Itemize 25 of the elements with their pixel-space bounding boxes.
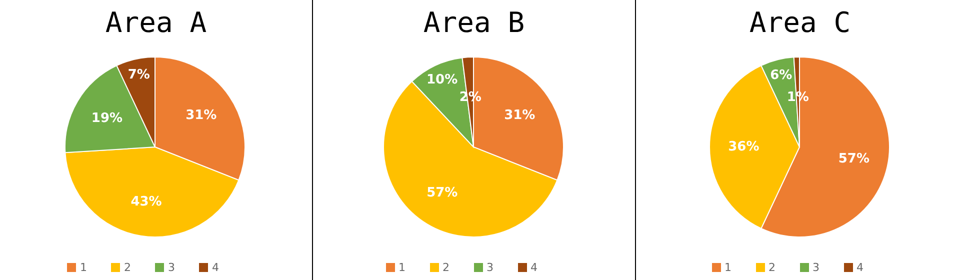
chart-title: Area C (748, 6, 852, 39)
legend-label: 4 (856, 261, 864, 274)
legend-label: 1 (724, 261, 732, 274)
data-label: 19% (91, 111, 123, 126)
data-label: 36% (728, 140, 760, 154)
data-label: 57% (838, 152, 870, 167)
data-label: 31% (186, 108, 217, 124)
legend-label: 3 (812, 261, 820, 274)
chart-title: Area A (104, 6, 208, 39)
data-label: 10% (426, 72, 458, 88)
data-label: 6% (770, 68, 792, 84)
legend-label: 4 (212, 261, 219, 274)
data-label: 31% (504, 108, 536, 124)
legend-label: 2 (124, 261, 131, 274)
legend-label: 4 (530, 261, 538, 274)
legend-label: 2 (442, 261, 450, 274)
data-label: 7% (128, 67, 150, 82)
legend-label: 2 (768, 261, 776, 274)
legend-label: 3 (486, 261, 494, 274)
legend-label: 1 (398, 261, 406, 274)
data-label: 43% (130, 194, 162, 210)
chart-title: Area B (422, 6, 526, 39)
data-label: 57% (426, 186, 458, 201)
legend-label: 1 (80, 261, 87, 274)
legend-label: 3 (168, 261, 175, 274)
